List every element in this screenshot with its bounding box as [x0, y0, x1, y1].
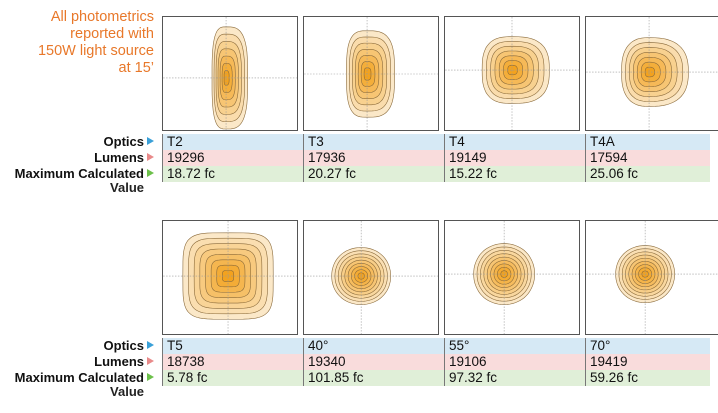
value-band-row1: [162, 166, 710, 182]
note-line-4: at 15’: [118, 60, 154, 76]
isofootcandle-plot-70: [586, 221, 718, 334]
note-line-2: reported with: [70, 26, 154, 42]
lumens-cell: 19296: [162, 150, 205, 166]
lumens-label-row1: Lumens: [8, 151, 154, 165]
contour-line: [507, 64, 518, 76]
value-cell: 59.26 fc: [585, 370, 638, 386]
value-cell: 5.78 fc: [162, 370, 208, 386]
optics-arrow-icon: [147, 137, 154, 145]
value-cell: 97.32 fc: [444, 370, 497, 386]
value-arrow-icon: [147, 373, 154, 381]
lumens-cell: 17594: [585, 150, 628, 166]
optics-cell: T3: [303, 134, 324, 150]
lumens-cell: 19106: [444, 354, 487, 370]
plot-t5: [162, 220, 298, 335]
lumens-cell: 18738: [162, 354, 205, 370]
optics-cell: 70°: [585, 338, 610, 354]
lumens-band-row2: [162, 354, 710, 370]
value-cell: 25.06 fc: [585, 166, 638, 182]
max-calc-label-row1: Maximum Calculated: [8, 167, 154, 181]
value-cell: 18.72 fc: [162, 166, 215, 182]
isofootcandle-plot-t3: [304, 17, 438, 130]
photometrics-note: All photometrics reported with 150W ligh…: [8, 9, 154, 77]
optics-cell: T4: [444, 134, 465, 150]
plot-gridlines: [445, 17, 579, 130]
plot-gridlines: [304, 221, 438, 334]
optics-cell: T2: [162, 134, 183, 150]
value-cell: 15.22 fc: [444, 166, 497, 182]
lumens-cell: 19340: [303, 354, 346, 370]
plot-55: [444, 220, 580, 335]
optics-cell: 40°: [303, 338, 328, 354]
contour-line: [223, 70, 230, 86]
isofootcandle-plot-t5: [163, 221, 297, 334]
plot-gridlines: [163, 17, 297, 130]
note-line-1: All photometrics: [50, 9, 154, 25]
isofootcandle-plot-55: [445, 221, 579, 334]
plot-t2: [162, 16, 298, 131]
plot-40: [303, 220, 439, 335]
plot-gridlines: [586, 221, 718, 334]
value-arrow-icon: [147, 169, 154, 177]
plot-t3: [303, 16, 439, 131]
lumens-band-row1: [162, 150, 710, 166]
max-calc-label-row2: Maximum Calculated: [8, 371, 154, 385]
value-cell: 20.27 fc: [303, 166, 356, 182]
plot-gridlines: [445, 221, 579, 334]
isofootcandle-plot-40: [304, 221, 438, 334]
lumens-arrow-icon: [147, 357, 154, 365]
optics-cell: T4A: [585, 134, 615, 150]
optics-cell: T5: [162, 338, 183, 354]
isofootcandle-plot-t4: [445, 17, 579, 130]
value-band-row2: [162, 370, 710, 386]
max-calc-label-row2-line2: Value: [110, 384, 144, 399]
plot-gridlines: [586, 17, 718, 130]
lumens-cell: 19149: [444, 150, 487, 166]
optics-band-row1: [162, 134, 710, 150]
plot-70: [585, 220, 718, 335]
lumens-arrow-icon: [147, 153, 154, 161]
optics-band-row2: [162, 338, 710, 354]
optics-cell: 55°: [444, 338, 469, 354]
note-line-3: 150W light source: [37, 43, 154, 59]
optics-arrow-icon: [147, 341, 154, 349]
lumens-label-row2: Lumens: [8, 355, 154, 369]
value-cell: 101.85 fc: [303, 370, 364, 386]
optics-label-row2: Optics: [8, 339, 154, 353]
lumens-cell: 17936: [303, 150, 346, 166]
max-calc-label-row1-line2: Value: [110, 180, 144, 195]
isofootcandle-plot-t2: [163, 17, 297, 130]
isofootcandle-plot-t4a: [586, 17, 718, 130]
plot-t4: [444, 16, 580, 131]
plot-gridlines: [304, 17, 438, 130]
plot-gridlines: [163, 221, 297, 334]
lumens-cell: 19419: [585, 354, 628, 370]
optics-label-row1: Optics: [8, 135, 154, 149]
plot-t4a: [585, 16, 718, 131]
